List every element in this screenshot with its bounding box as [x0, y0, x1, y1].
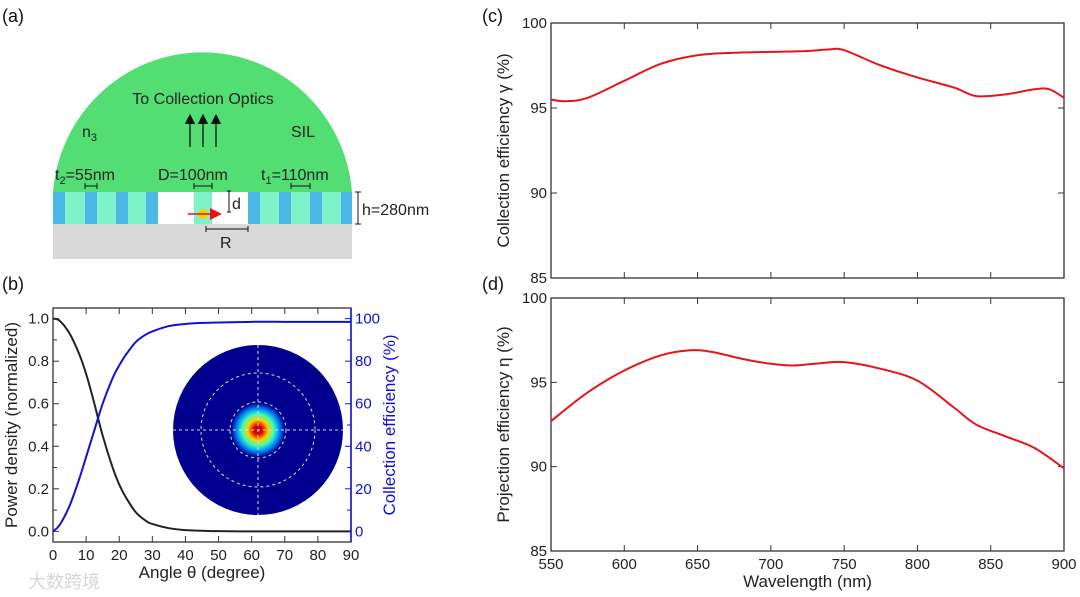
- layer-ring: [65, 192, 85, 224]
- y-right-tick-label: 0: [355, 523, 363, 540]
- x-tick-label: 700: [758, 556, 783, 573]
- height-label: h=280nm: [362, 202, 429, 219]
- x-tick-label: 50: [210, 547, 227, 564]
- layer-ring: [97, 192, 116, 224]
- y-tick-label: 100: [522, 290, 547, 307]
- schematic-panel-a: To Collection Optics n3 SIL t2=55nm D=10…: [53, 52, 429, 259]
- layer-ring: [322, 192, 341, 224]
- layer-ring: [53, 192, 65, 224]
- series-line-1: [52, 320, 351, 533]
- t2-label: t2=55nm: [55, 167, 115, 187]
- y-right-tick-label: 80: [355, 353, 372, 370]
- r-label: R: [220, 235, 232, 252]
- layer-ring: [310, 192, 322, 224]
- x-tick-label: 650: [685, 556, 710, 573]
- collection-arrows-icon: [184, 113, 222, 147]
- panel-label-d: (d): [482, 274, 504, 294]
- y-axis-label: Power density (normalized): [2, 322, 21, 528]
- y-tick-label: 0.8: [28, 353, 49, 370]
- y-tick-label: 85: [530, 543, 547, 560]
- x-tick-label: 0: [49, 547, 57, 564]
- y-tick-label: 90: [530, 185, 547, 202]
- inset-ring-inner: [229, 401, 287, 459]
- layer-ring: [279, 192, 291, 224]
- layer-ring: [291, 192, 310, 224]
- layer-ring: [146, 192, 158, 224]
- series-line-0: [550, 349, 1065, 470]
- x-tick-label: 30: [144, 547, 161, 564]
- y-right-tick-label: 40: [355, 438, 372, 455]
- sil-label: SIL: [291, 124, 315, 141]
- y-right-tick-label: 60: [355, 396, 372, 413]
- collection-optics-label: To Collection Optics: [132, 91, 273, 108]
- x-tick-label: 90: [343, 547, 360, 564]
- d-label: d: [232, 196, 241, 213]
- watermark: 大数跨境: [28, 572, 100, 592]
- panel-label-b: (b): [2, 274, 24, 294]
- y-right-axis-label: Collection efficiency (%): [380, 334, 399, 515]
- x-tick-label: 800: [905, 556, 930, 573]
- y-tick-label: 1.0: [28, 311, 49, 328]
- y-right-tick-label: 20: [355, 481, 372, 498]
- panel-label-c: (c): [482, 6, 503, 26]
- x-axis-label: Angle θ (degree): [139, 563, 266, 582]
- chart-panel-c: 85 90 95 100 Collection efficiency γ (%): [494, 15, 1065, 287]
- y-tick-label: 0.6: [28, 396, 49, 413]
- y-tick-label: 85: [530, 270, 547, 287]
- panel-label-a: (a): [2, 6, 24, 26]
- layer-ring: [128, 192, 146, 224]
- plot-frame: [550, 297, 1065, 552]
- x-tick-label: 60: [243, 547, 260, 564]
- layer-ring: [341, 192, 352, 224]
- layer-ring: [248, 192, 260, 224]
- dimension-markers: [84, 183, 361, 232]
- n3-label: n3: [82, 124, 97, 144]
- y-tick-label: 0.0: [28, 523, 49, 540]
- x-tick-label: 70: [276, 547, 293, 564]
- series-line-0: [52, 317, 351, 533]
- layer-ring: [85, 192, 97, 224]
- x-tick-label: 20: [111, 547, 128, 564]
- y-axis-label: Collection efficiency γ (%): [494, 53, 513, 247]
- chart-panel-b: 0 10 20 30 40 50 60 70 80 90 0.0 0.2 0.4 0.6 0.8 1.0 0 20…: [2, 307, 399, 582]
- y-tick-label: 95: [530, 100, 547, 117]
- y-tick-label: 0.2: [28, 481, 49, 498]
- x-tick-label: 10: [78, 547, 95, 564]
- y-tick-label: 90: [530, 459, 547, 476]
- d-diameter-label: D=100nm: [158, 167, 228, 184]
- x-tick-label: 80: [310, 547, 327, 564]
- x-tick-label: 750: [832, 556, 857, 573]
- y-right-tick-label: 100: [355, 311, 380, 328]
- y-tick-label: 0.4: [28, 438, 49, 455]
- x-tick-label: 40: [177, 547, 194, 564]
- substrate: [53, 224, 352, 259]
- y-tick-label: 100: [522, 15, 547, 32]
- series-line-0: [550, 47, 1065, 103]
- y-tick-label: 95: [530, 374, 547, 391]
- plot-frame: [550, 22, 1065, 279]
- t1-label: t1=110nm: [261, 167, 329, 187]
- layer-ring: [116, 192, 128, 224]
- inset-far-field: [173, 345, 343, 515]
- inset-ring-outer: [200, 372, 316, 488]
- layer-ring: [260, 192, 279, 224]
- x-axis-label: Wavelength (nm): [743, 572, 872, 591]
- x-tick-label: 550: [538, 556, 563, 573]
- chart-panel-d: 550 600 650 700 750 800 850 900 85 90 95 100 Project…: [494, 290, 1077, 591]
- x-tick-label: 900: [1051, 556, 1076, 573]
- layer-ring: [194, 192, 212, 224]
- bullseye-layers: [53, 192, 352, 224]
- x-tick-label: 600: [612, 556, 637, 573]
- x-tick-label: 850: [978, 556, 1003, 573]
- y-axis-label: Projection efficiency η (%): [494, 326, 513, 522]
